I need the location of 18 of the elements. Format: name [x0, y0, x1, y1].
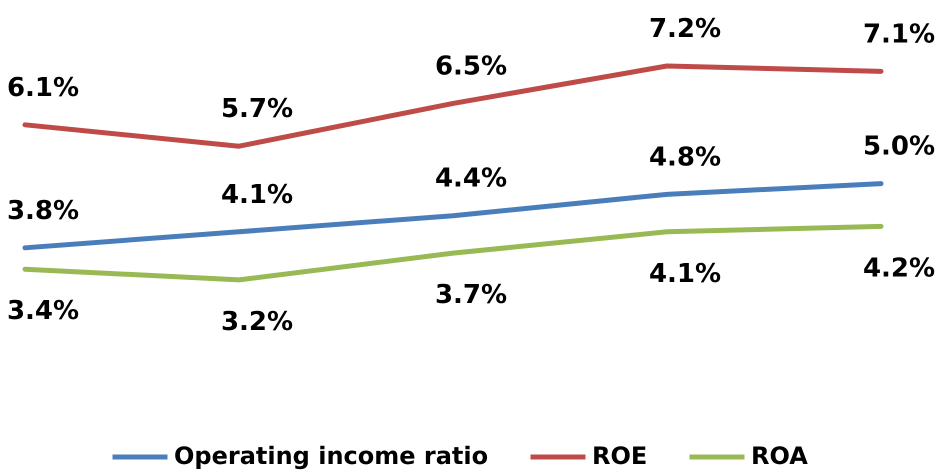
data-label: 3.8% — [6, 196, 80, 226]
data-label: 4.1% — [220, 180, 294, 210]
legend-label: ROE — [592, 442, 648, 470]
data-label: 4.4% — [434, 164, 508, 194]
data-label: 7.1% — [862, 19, 936, 50]
data-label: 5.0% — [862, 132, 936, 162]
data-label: 3.7% — [434, 280, 508, 310]
legend-label: ROA — [751, 442, 808, 470]
data-label: 7.2% — [648, 14, 722, 44]
data-label: 5.7% — [220, 94, 294, 124]
data-label: 6.1% — [6, 72, 80, 103]
data-label: 4.1% — [648, 258, 722, 289]
data-label: 3.4% — [6, 296, 80, 326]
data-label: 4.8% — [648, 142, 722, 172]
data-label: 3.2% — [220, 306, 294, 337]
data-label: 6.5% — [434, 51, 508, 82]
legend-label: Operating income ratio — [174, 442, 488, 470]
data-label: 4.2% — [862, 253, 936, 284]
